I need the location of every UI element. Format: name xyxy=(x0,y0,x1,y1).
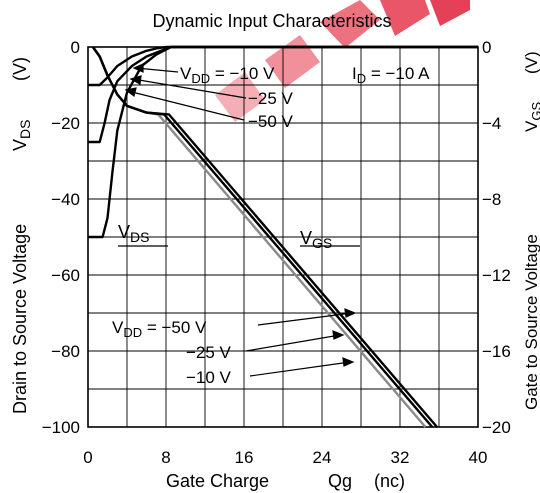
series-group xyxy=(88,45,478,428)
label-vgs-10: −10 V xyxy=(186,368,232,387)
grid-lines xyxy=(88,47,478,427)
arrowhead-vdd-25 xyxy=(129,75,142,85)
y-right-tick-label: −20 xyxy=(482,418,511,437)
label-vgs-25: −25 V xyxy=(186,343,232,362)
annotation-arrows xyxy=(124,63,357,377)
y-right-tick-label: −16 xyxy=(482,342,511,361)
y-left-axis-label: Drain to Source Voltage xyxy=(10,224,30,414)
series-line-vds-vdd-10v xyxy=(88,45,478,87)
y-left-tick-label: −60 xyxy=(51,266,80,285)
x-axis-unit: (nc) xyxy=(374,471,405,491)
y-right-axis-label: Gate to Source Voltage xyxy=(522,234,540,410)
arrow-vdd-25 xyxy=(132,78,247,99)
arrow-vdd-50 xyxy=(127,90,245,121)
y-left-tick-labels: 0 −20 −40 −60 −80 −100 xyxy=(42,38,80,437)
x-tick-label: 16 xyxy=(235,448,254,467)
y-right-tick-label: −8 xyxy=(482,190,501,209)
watermark xyxy=(215,0,470,122)
chart-title: Dynamic Input Characteristics xyxy=(152,11,391,31)
label-vdd-50: −50 V xyxy=(248,112,294,131)
series-line-vgs-vdd-50v xyxy=(91,46,438,428)
y-right-axis-title: Gate to Source Voltage xyxy=(522,234,540,410)
x-axis-label: Gate Charge xyxy=(166,471,269,491)
y-right-tick-label: −4 xyxy=(482,114,501,133)
y-left-tick-label: −100 xyxy=(42,418,80,437)
x-axis-title: Gate Charge Qg (nc) xyxy=(166,471,405,491)
svg-text:(V): (V) xyxy=(10,57,30,81)
arrow-vgs-25 xyxy=(245,334,341,352)
arrowhead-vgs-50 xyxy=(344,308,357,318)
label-vds-curve: VDS xyxy=(118,222,149,245)
label-id: ID = −10 A xyxy=(352,64,430,86)
svg-text:VGS: VGS xyxy=(522,102,540,132)
y-left-tick-label: −80 xyxy=(51,342,80,361)
label-vdd-25: −25 V xyxy=(248,89,294,108)
label-vgs-curve: VGS xyxy=(300,228,332,251)
label-vgs-group: VDD = −50 V xyxy=(112,318,207,340)
y-left-tick-label: −40 xyxy=(51,190,80,209)
svg-text:VDS: VDS xyxy=(10,120,33,151)
y-right-axis-unit: (V) xyxy=(522,51,540,74)
arrow-vgs-10 xyxy=(249,361,351,377)
x-tick-label: 8 xyxy=(161,448,170,467)
x-tick-label: 0 xyxy=(83,448,92,467)
y-right-tick-label: −12 xyxy=(482,266,511,285)
label-vdd-10: VDD = −10 V xyxy=(180,64,275,86)
arrowhead-vgs-10 xyxy=(342,357,355,367)
y-right-tick-labels: 0 −4 −8 −12 −16 −20 xyxy=(482,38,511,437)
annotation-labels: VDD = −10 V ID = −10 A −25 V −50 V VDS V… xyxy=(112,64,430,387)
arrowhead-vgs-25 xyxy=(332,330,345,340)
y-left-tick-label: −20 xyxy=(51,114,80,133)
y-right-axis-symbol: VGS xyxy=(522,102,540,132)
arrow-vgs-50 xyxy=(257,312,353,326)
y-left-tick-label: 0 xyxy=(71,38,80,57)
y-left-axis-symbol: VDS xyxy=(10,120,33,151)
arrowhead-vdd-10 xyxy=(132,63,144,73)
x-tick-label: 24 xyxy=(313,448,332,467)
y-left-axis-unit: (V) xyxy=(10,57,30,81)
series-line-vds-vdd-50v xyxy=(88,45,478,239)
x-tick-label: 32 xyxy=(391,448,410,467)
y-left-axis-title: Drain to Source Voltage xyxy=(10,224,30,414)
arrowhead-vdd-50 xyxy=(124,87,137,98)
y-right-tick-label: 0 xyxy=(482,38,491,57)
x-tick-labels: 0 8 16 24 32 40 xyxy=(83,448,487,467)
x-tick-label: 40 xyxy=(469,448,488,467)
x-axis-symbol: Qg xyxy=(328,471,352,491)
svg-text:(V): (V) xyxy=(522,51,540,74)
